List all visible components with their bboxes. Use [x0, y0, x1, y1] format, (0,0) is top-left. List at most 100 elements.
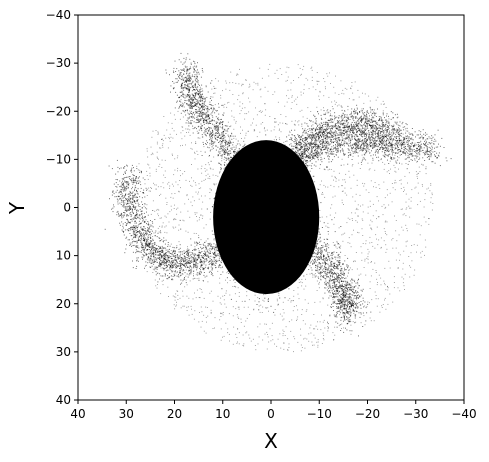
data-point: [214, 246, 216, 248]
data-point: [219, 264, 221, 266]
data-point: [374, 146, 376, 148]
data-point: [323, 319, 325, 321]
data-point: [391, 157, 392, 158]
data-point: [213, 127, 215, 129]
data-point: [137, 250, 139, 252]
data-point: [185, 269, 187, 271]
data-point: [341, 148, 343, 150]
data-point: [274, 121, 276, 123]
data-point: [395, 148, 396, 149]
data-point: [203, 263, 205, 265]
data-point: [305, 159, 307, 161]
data-point: [378, 216, 380, 218]
data-point: [194, 213, 196, 215]
data-point: [137, 169, 139, 171]
data-point: [165, 262, 167, 264]
data-point: [401, 142, 403, 144]
data-point: [346, 136, 348, 138]
data-point: [159, 265, 161, 267]
data-point: [312, 143, 314, 144]
data-point: [202, 254, 204, 256]
data-point: [335, 212, 337, 214]
data-point: [418, 146, 420, 148]
data-point: [438, 152, 440, 154]
data-point: [340, 117, 342, 119]
data-point: [329, 314, 331, 316]
data-point: [316, 143, 318, 145]
data-point: [172, 266, 173, 268]
data-point: [274, 309, 276, 310]
data-point: [411, 189, 413, 191]
data-point: [333, 145, 334, 147]
data-point: [278, 292, 280, 294]
data-point: [260, 96, 262, 98]
data-point: [393, 139, 395, 141]
data-point: [383, 228, 385, 230]
data-point: [367, 127, 369, 129]
data-point: [210, 252, 211, 254]
data-point: [317, 151, 319, 153]
data-point: [378, 184, 380, 186]
data-point: [323, 136, 325, 137]
data-point: [276, 298, 278, 300]
data-point: [408, 172, 410, 174]
data-point: [415, 151, 417, 153]
data-point: [363, 124, 365, 126]
data-point: [232, 343, 234, 345]
data-point: [399, 151, 401, 153]
data-point: [402, 152, 404, 153]
data-point: [392, 238, 394, 239]
data-point: [349, 242, 351, 244]
data-point: [302, 161, 304, 163]
data-point: [409, 148, 411, 150]
data-point: [129, 222, 131, 224]
data-point: [181, 102, 183, 104]
data-point: [227, 121, 229, 123]
data-point: [170, 262, 172, 264]
data-point: [372, 129, 374, 131]
data-point: [177, 266, 179, 267]
data-point: [260, 304, 262, 306]
data-point: [205, 253, 207, 255]
data-point: [124, 212, 126, 214]
data-point: [424, 151, 426, 153]
data-point: [404, 158, 406, 160]
data-point: [408, 153, 410, 155]
data-point: [205, 164, 207, 166]
data-point: [147, 262, 149, 264]
data-point: [367, 143, 369, 145]
data-point: [187, 276, 189, 278]
data-point: [309, 170, 311, 172]
data-point: [169, 133, 171, 135]
data-point: [178, 263, 180, 265]
data-point: [152, 259, 154, 261]
data-point: [338, 137, 340, 139]
data-point: [365, 150, 367, 152]
data-point: [254, 129, 256, 131]
data-point: [216, 260, 218, 262]
data-point: [212, 262, 214, 264]
data-point: [407, 182, 408, 184]
data-point: [310, 67, 312, 69]
data-point: [227, 328, 229, 330]
data-point: [179, 275, 181, 277]
data-point: [319, 146, 321, 148]
data-point: [349, 151, 351, 153]
data-point: [385, 206, 387, 208]
data-point: [375, 270, 377, 271]
data-point: [191, 185, 193, 187]
data-point: [365, 144, 367, 146]
data-point: [162, 275, 164, 277]
data-point: [165, 263, 167, 265]
data-point: [262, 339, 264, 341]
data-point: [429, 150, 430, 152]
data-point: [211, 312, 212, 314]
data-point: [425, 166, 427, 168]
data-point: [296, 152, 298, 153]
data-point: [278, 137, 280, 139]
data-point: [317, 339, 319, 341]
data-point: [203, 247, 205, 249]
data-point: [297, 64, 299, 66]
data-point: [150, 255, 152, 256]
data-point: [424, 144, 426, 146]
